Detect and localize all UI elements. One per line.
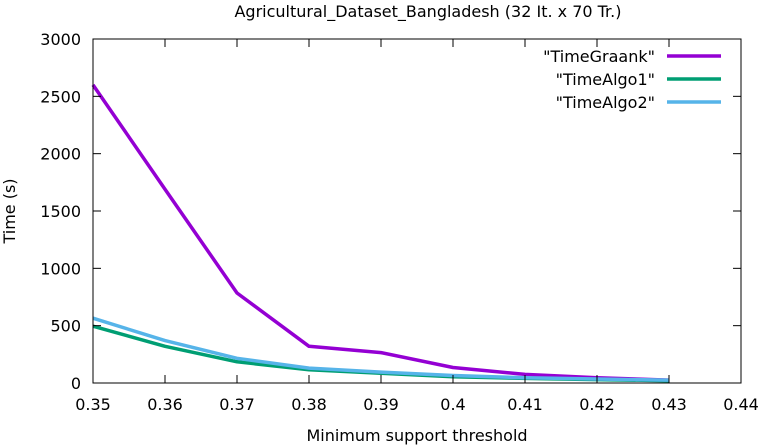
y-tick-label: 3000 [40,30,81,49]
x-tick-label: 0.44 [723,395,759,414]
x-tick-label: 0.37 [219,395,255,414]
x-tick-label: 0.42 [579,395,615,414]
chart-title: Agricultural_Dataset_Bangladesh (32 It. … [234,2,621,22]
x-tick-label: 0.35 [75,395,111,414]
legend-label: "TimeAlgo1" [556,70,655,89]
series-line-2 [92,316,670,382]
x-tick-label: 0.38 [291,395,327,414]
x-tick-label: 0.4 [440,395,465,414]
y-tick-label: 500 [50,317,81,336]
plot-border [92,38,742,384]
axis-ticks: 0.35 0.36 0.37 0.38 0.39 0.4 0.41 0.42 0.43 0.44 0… [40,30,759,414]
x-tick-label: 0.36 [147,395,183,414]
y-tick-label: 0 [71,374,81,393]
legend: "TimeGraank" "TimeAlgo1" "TimeAlgo2" [543,47,721,112]
y-tick-label: 1500 [40,202,81,221]
series-line-0 [91,83,670,382]
legend-label: "TimeAlgo2" [556,93,655,112]
y-tick-label: 2000 [40,145,81,164]
x-tick-label: 0.43 [651,395,687,414]
y-axis-title: Time (s) [0,178,19,244]
x-axis-title: Minimum support threshold [306,426,527,445]
x-tick-label: 0.41 [507,395,543,414]
x-tick-label: 0.39 [363,395,399,414]
legend-label: "TimeGraank" [543,47,655,66]
series-layer [91,83,670,383]
y-tick-label: 1000 [40,259,81,278]
y-tick-label: 2500 [40,87,81,106]
